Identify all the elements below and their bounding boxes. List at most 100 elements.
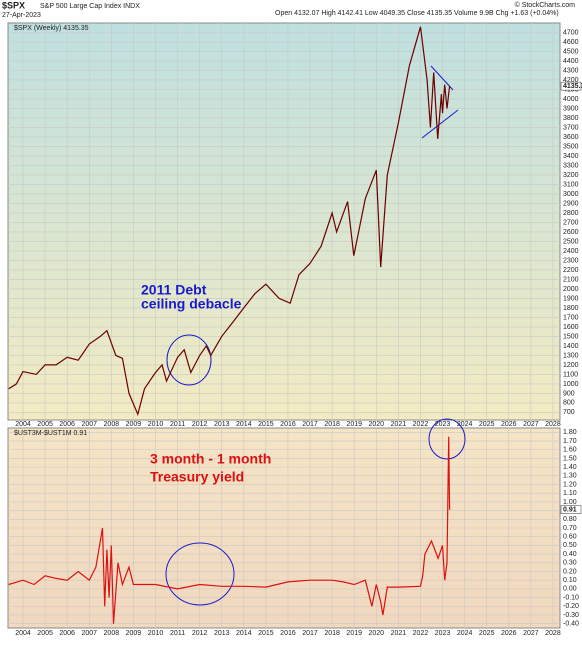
y-tick-label: 0.00 <box>563 586 577 593</box>
x-tick-label: 2012 <box>192 421 208 428</box>
x-tick-label: 2018 <box>324 421 340 428</box>
y-tick-label: -0.10 <box>563 594 579 601</box>
y-tick-label: 1.30 <box>563 473 577 480</box>
x-tick-label: 2011 <box>170 630 185 637</box>
y-tick-label: 900 <box>563 390 575 397</box>
y-tick-label: 1.50 <box>563 455 577 462</box>
y-tick-label: 2900 <box>563 200 579 207</box>
y-tick-label: 1900 <box>563 295 579 302</box>
y-tick-label: 2300 <box>563 257 579 264</box>
x-tick-label: 2010 <box>148 630 164 637</box>
x-tick-label: 2009 <box>126 630 142 637</box>
x-tick-label: 2008 <box>104 421 120 428</box>
last-value-tag <box>560 81 582 91</box>
y-tick-label: 1400 <box>563 343 579 350</box>
y-tick-label: 2700 <box>563 219 579 226</box>
x-tick-label: 2004 <box>15 421 31 428</box>
x-tick-label: 2017 <box>302 421 318 428</box>
x-tick-label: 2021 <box>391 421 407 428</box>
x-tick-label: 2024 <box>457 421 473 428</box>
x-tick-label: 2017 <box>302 630 318 637</box>
y-tick-label: 1700 <box>563 314 579 321</box>
x-tick-label: 2015 <box>258 421 274 428</box>
x-tick-label: 2025 <box>479 421 495 428</box>
grid <box>8 23 560 628</box>
x-tick-label: 2008 <box>104 630 120 637</box>
legend: $UST3M-$UST1M 0.91 <box>14 430 87 437</box>
x-tick-label: 2027 <box>523 421 539 428</box>
x-tick-label: 2028 <box>545 421 561 428</box>
y-tick-label: 3200 <box>563 172 579 179</box>
y-tick-label: -0.20 <box>563 603 579 610</box>
y-tick-label: 2400 <box>563 248 579 255</box>
series-line <box>8 26 451 417</box>
y-tick-label: 1200 <box>563 362 579 369</box>
x-tick-label: 2025 <box>479 630 495 637</box>
x-tick-label: 2015 <box>258 630 274 637</box>
y-tick-label: 3700 <box>563 124 579 131</box>
annotation: 2011 Debt <box>141 282 207 298</box>
y-tick-label: 0.40 <box>563 551 577 558</box>
y-tick-label: 3100 <box>563 181 579 188</box>
y-tick-label: 0.60 <box>563 534 577 541</box>
annotation: 3 month - 1 month <box>150 451 271 467</box>
x-tick-label: 2004 <box>15 630 31 637</box>
x-tick-label: 2019 <box>346 630 362 637</box>
y-tick-label: 800 <box>563 400 575 407</box>
y-tick-label: 3400 <box>563 153 579 160</box>
circle <box>166 334 212 386</box>
y-tick-label: 0.10 <box>563 577 577 584</box>
source: © StockCharts.com <box>515 1 576 9</box>
x-tick-label: 2010 <box>148 421 164 428</box>
y-tick-label: 1.00 <box>563 499 577 506</box>
legend: $SPX (Weekly) 4135.35 <box>14 25 89 32</box>
x-tick-label: 2013 <box>214 630 230 637</box>
quote: Open 4132.07 High 4142.41 Low 4049.35 Cl… <box>275 10 559 17</box>
y-tick-label: 1.70 <box>563 438 577 445</box>
price-panel <box>7 22 561 421</box>
x-tick-label: 2021 <box>391 630 407 637</box>
last-value-label: 0.91 <box>563 507 577 514</box>
x-tick-label: 2024 <box>457 630 473 637</box>
y-tick-label: 2600 <box>563 229 579 236</box>
annotation: ceiling debacle <box>141 296 242 312</box>
y-tick-label: 0.50 <box>563 542 577 549</box>
x-tick-label: 2023 <box>435 421 451 428</box>
y-tick-label: 4400 <box>563 58 579 65</box>
x-tick-label: 2012 <box>192 630 208 637</box>
x-tick-label: 2013 <box>214 421 230 428</box>
y-tick-label: 3000 <box>563 191 579 198</box>
symbol: $SPX <box>2 0 25 10</box>
y-tick-label: 1.10 <box>563 490 577 497</box>
y-tick-label: 4500 <box>563 48 579 55</box>
y-tick-label: 3900 <box>563 105 579 112</box>
last-value-label: 4135.35 <box>563 83 582 90</box>
y-tick-label: 4200 <box>563 77 579 84</box>
x-tick-label: 2005 <box>37 630 53 637</box>
y-tick-label: 1.20 <box>563 481 577 488</box>
y-tick-label: 3300 <box>563 162 579 169</box>
y-tick-label: 2100 <box>563 276 579 283</box>
date: 27-Apr-2023 <box>2 12 41 19</box>
circle <box>428 418 466 460</box>
annotation: Treasury yield <box>150 469 244 485</box>
x-tick-label: 2020 <box>369 421 385 428</box>
y-tick-label: 1800 <box>563 305 579 312</box>
y-tick-label: 3500 <box>563 143 579 150</box>
y-tick-label: 1.60 <box>563 447 577 454</box>
y-tick-label: 2500 <box>563 238 579 245</box>
x-tick-label: 2018 <box>324 630 340 637</box>
y-tick-label: 1500 <box>563 333 579 340</box>
x-tick-label: 2011 <box>170 421 185 428</box>
y-tick-label: 1100 <box>563 371 578 378</box>
last-value-tag <box>560 505 582 514</box>
x-tick-label: 2028 <box>545 630 561 637</box>
x-tick-label: 2009 <box>126 421 142 428</box>
y-tick-label: 1600 <box>563 324 579 331</box>
y-tick-label: 2200 <box>563 267 579 274</box>
x-tick-label: 2007 <box>81 630 97 637</box>
x-tick-label: 2019 <box>346 421 362 428</box>
x-tick-label: 2026 <box>501 630 517 637</box>
x-tick-label: 2026 <box>501 421 517 428</box>
